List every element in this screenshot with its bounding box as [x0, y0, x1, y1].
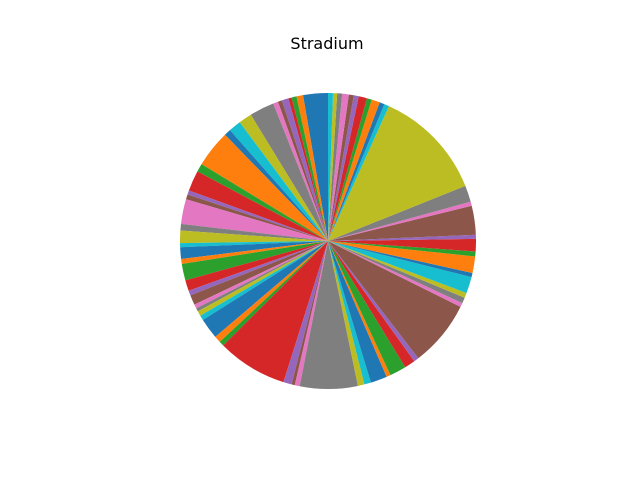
pie-slice — [291, 96, 328, 241]
pie-slice — [328, 96, 367, 241]
pie-slice — [328, 241, 419, 362]
pie-slice — [328, 241, 476, 257]
pie-slice — [187, 190, 328, 241]
pie-slice — [328, 241, 415, 368]
pie-slice — [281, 98, 328, 242]
pie-slice — [181, 199, 328, 241]
pie-slice — [328, 185, 471, 241]
pie-slice — [229, 122, 328, 241]
pie-slice — [328, 241, 473, 278]
pie-slice — [296, 95, 328, 241]
pie-slice — [328, 241, 465, 304]
pie-slice — [299, 241, 358, 390]
pie-slice — [186, 194, 328, 241]
pie-slices — [179, 93, 477, 390]
pie-slice — [180, 241, 328, 248]
pie-slice — [224, 130, 328, 241]
pie-slice — [328, 201, 472, 241]
pie-slice — [197, 241, 328, 316]
pie-slice — [219, 241, 328, 346]
pie-slice — [188, 241, 328, 296]
pie-slice — [180, 241, 328, 259]
pie-slice — [250, 103, 328, 242]
pie-slice — [328, 241, 467, 298]
pie-slice — [328, 241, 461, 359]
pie-slice — [328, 104, 389, 242]
pie-slice — [179, 230, 328, 244]
pie-slice — [328, 241, 387, 383]
pie-slice — [328, 93, 334, 241]
pie-slice — [194, 241, 328, 309]
pie-slice — [328, 98, 372, 242]
chart-title: Stradium — [290, 34, 363, 53]
pie-slice — [273, 101, 328, 242]
pie-slice — [185, 241, 328, 291]
pie-slice — [328, 106, 466, 241]
pie-slice — [328, 95, 359, 242]
pie-slice — [188, 171, 328, 241]
pie-slice — [328, 94, 354, 241]
pie-slice — [201, 134, 328, 241]
pie-slice — [283, 241, 328, 385]
pie-slice — [277, 100, 328, 242]
pie-slice — [197, 164, 328, 241]
pie-slice — [223, 241, 328, 383]
pie-slice — [215, 241, 328, 342]
pie-slice — [328, 241, 371, 385]
pie-slice — [328, 241, 472, 294]
pie-slice — [328, 205, 476, 241]
pie-slice — [180, 223, 328, 241]
pie-slice — [328, 241, 365, 386]
pie-slice — [294, 241, 328, 387]
pie-slice — [196, 241, 328, 312]
pie-slice — [328, 238, 477, 252]
pie-slice — [291, 241, 328, 386]
pie-slice — [328, 93, 338, 241]
pie-slice — [190, 241, 328, 305]
pie-slice — [202, 241, 328, 337]
pie-slice — [328, 241, 406, 376]
pie-slice — [302, 93, 328, 241]
pie-slice — [328, 93, 349, 242]
pie-slice — [328, 99, 380, 241]
pie-slice — [181, 241, 328, 264]
pie-slice — [328, 241, 476, 273]
pie-slice — [239, 114, 328, 241]
pie-slice — [328, 241, 463, 307]
pie-slice — [328, 102, 385, 241]
pie-slice — [200, 241, 328, 321]
pie-slice — [288, 97, 328, 241]
pie-slice — [328, 241, 391, 377]
pie-slice — [328, 234, 476, 241]
pie-slice — [328, 93, 343, 241]
pie-slice — [181, 241, 328, 281]
